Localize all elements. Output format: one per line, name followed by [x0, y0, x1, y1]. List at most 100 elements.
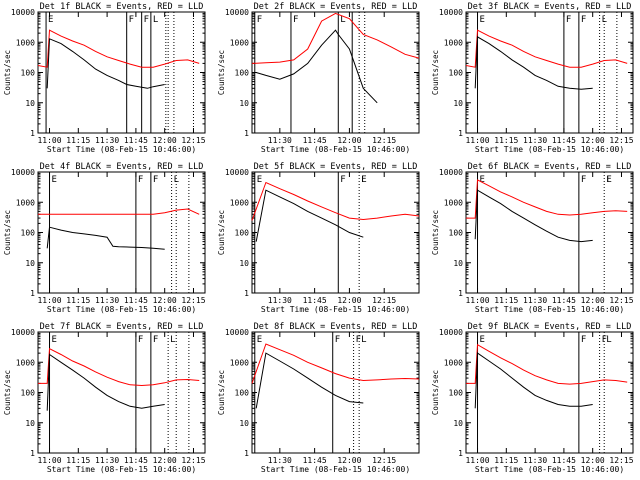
y-axis-label: Counts/sec [3, 210, 12, 255]
x-tick-label: 12:00 [337, 296, 361, 305]
x-axis-label: Start Time (08-Feb-15 10:46:00) [261, 465, 410, 474]
marker-letter: E [480, 15, 485, 25]
chart-title: Det 3f BLACK = Events, RED = LLD [468, 2, 632, 12]
marker-letter: F [566, 15, 571, 25]
x-tick-label: 11:15 [66, 136, 90, 145]
y-tick-label: 10 [239, 99, 249, 108]
y-tick-label: 100 [449, 229, 464, 238]
x-tick-label: 11:45 [552, 136, 576, 145]
series-line-lld [251, 181, 420, 221]
marker-letter: E [480, 175, 485, 185]
x-tick-label: 11:15 [494, 456, 518, 465]
chart-panel-9: Det 9f BLACK = Events, RED = LLD 1 10 100 10… [431, 322, 634, 474]
chart-panel-2: Det 2f BLACK = Events, RED = LLD 1 10 100 10… [217, 2, 420, 154]
marker-letter: F [335, 335, 340, 345]
x-tick-label: 11:45 [303, 296, 327, 305]
series-line-events [474, 36, 593, 90]
x-tick-label: 12:00 [153, 456, 177, 465]
x-tick-label: 12:15 [181, 456, 205, 465]
chart-title: Det 1f BLACK = Events, RED = LLD [40, 2, 204, 12]
x-tick-label: 11:15 [66, 296, 90, 305]
x-tick-label: 11:45 [303, 456, 327, 465]
x-tick-label: 11:30 [268, 456, 292, 465]
y-tick-label: 10 [453, 419, 463, 428]
x-axis-label: Start Time (08-Feb-15 10:46:00) [475, 145, 624, 154]
y-tick-label: 1 [244, 129, 249, 138]
y-tick-label: 1 [458, 289, 463, 298]
series-line-lld [465, 29, 628, 68]
y-axis-label: Counts/sec [3, 370, 12, 415]
x-tick-label: 12:15 [609, 136, 633, 145]
y-tick-label: 10 [239, 419, 249, 428]
x-tick-label: 11:30 [268, 296, 292, 305]
marker-letter: L [170, 335, 175, 345]
x-tick-label: 11:30 [268, 136, 292, 145]
x-axis-label: Start Time (08-Feb-15 10:46:00) [475, 465, 624, 474]
series-line-lld [251, 12, 420, 64]
marker-letter: L [153, 15, 158, 25]
y-tick-label: 1000 [444, 358, 463, 367]
marker-letter: E [52, 335, 57, 345]
y-tick-label: 1 [30, 449, 35, 458]
marker-letter: E [52, 175, 57, 185]
x-tick-label: 12:00 [581, 456, 605, 465]
x-axis-label: Start Time (08-Feb-15 10:46:00) [261, 145, 410, 154]
marker-letter: E [257, 335, 262, 345]
x-tick-label: 12:00 [153, 136, 177, 145]
y-axis-label: Counts/sec [431, 370, 440, 415]
y-tick-label: 10 [25, 259, 35, 268]
series-line-events [255, 352, 364, 409]
series-line-events [256, 29, 378, 104]
marker-letter: F [129, 15, 134, 25]
y-axis-label: Counts/sec [217, 210, 226, 255]
marker-letter: F [602, 335, 607, 345]
x-tick-label: 12:15 [372, 296, 396, 305]
chart-title: Det 6f BLACK = Events, RED = LLD [468, 162, 632, 172]
x-tick-label: 11:45 [124, 296, 148, 305]
marker-letter: F [581, 175, 586, 185]
y-tick-label: 100 [235, 69, 250, 78]
marker-letter: L [174, 175, 179, 185]
y-tick-label: 100 [235, 389, 250, 398]
chart-title: Det 5f BLACK = Events, RED = LLD [254, 162, 418, 172]
series-line-events [474, 352, 593, 409]
x-tick-label: 11:30 [95, 296, 119, 305]
y-tick-label: 10000 [11, 8, 35, 17]
y-tick-label: 100 [21, 389, 36, 398]
series-line-lld [466, 179, 628, 219]
x-tick-label: 11:15 [494, 296, 518, 305]
y-tick-label: 10000 [11, 328, 35, 337]
series-line-events [46, 226, 165, 250]
x-axis-label: Start Time (08-Feb-15 10:46:00) [47, 465, 196, 474]
series-line-lld [38, 347, 200, 387]
marker-letter: L [361, 175, 366, 185]
marker-letter: F [153, 175, 158, 185]
x-tick-label: 11:00 [465, 136, 489, 145]
series-line-events [255, 189, 364, 242]
y-tick-label: 1000 [230, 38, 249, 47]
chart-panel-1: Det 1f BLACK = Events, RED = LLD 1 10 100 10… [3, 2, 206, 154]
x-tick-label: 11:00 [37, 296, 61, 305]
series-line-events [46, 353, 165, 411]
x-tick-label: 11:45 [552, 296, 576, 305]
chart-title: Det 7f BLACK = Events, RED = LLD [40, 322, 204, 332]
y-tick-label: 10000 [439, 168, 463, 177]
y-tick-label: 10 [25, 99, 35, 108]
y-tick-label: 100 [21, 69, 36, 78]
y-tick-label: 1000 [444, 198, 463, 207]
marker-letter: F [356, 335, 361, 345]
chart-title: Det 2f BLACK = Events, RED = LLD [254, 2, 418, 12]
y-tick-label: 1 [244, 449, 249, 458]
marker-letter: F [293, 15, 298, 25]
x-tick-label: 11:30 [95, 456, 119, 465]
x-tick-label: 11:00 [465, 456, 489, 465]
x-tick-label: 11:00 [465, 296, 489, 305]
y-tick-label: 100 [449, 69, 464, 78]
series-line-lld [37, 29, 200, 68]
chart-panel-6: Det 6f BLACK = Events, RED = LLD 1 10 100 10… [431, 162, 634, 314]
x-axis-label: Start Time (08-Feb-15 10:46:00) [47, 145, 196, 154]
chart-title: Det 4f BLACK = Events, RED = LLD [40, 162, 204, 172]
y-tick-label: 10 [239, 259, 249, 268]
marker-letter: F [581, 335, 586, 345]
chart-panel-4: Det 4f BLACK = Events, RED = LLD 1 10 100 10… [3, 162, 206, 314]
